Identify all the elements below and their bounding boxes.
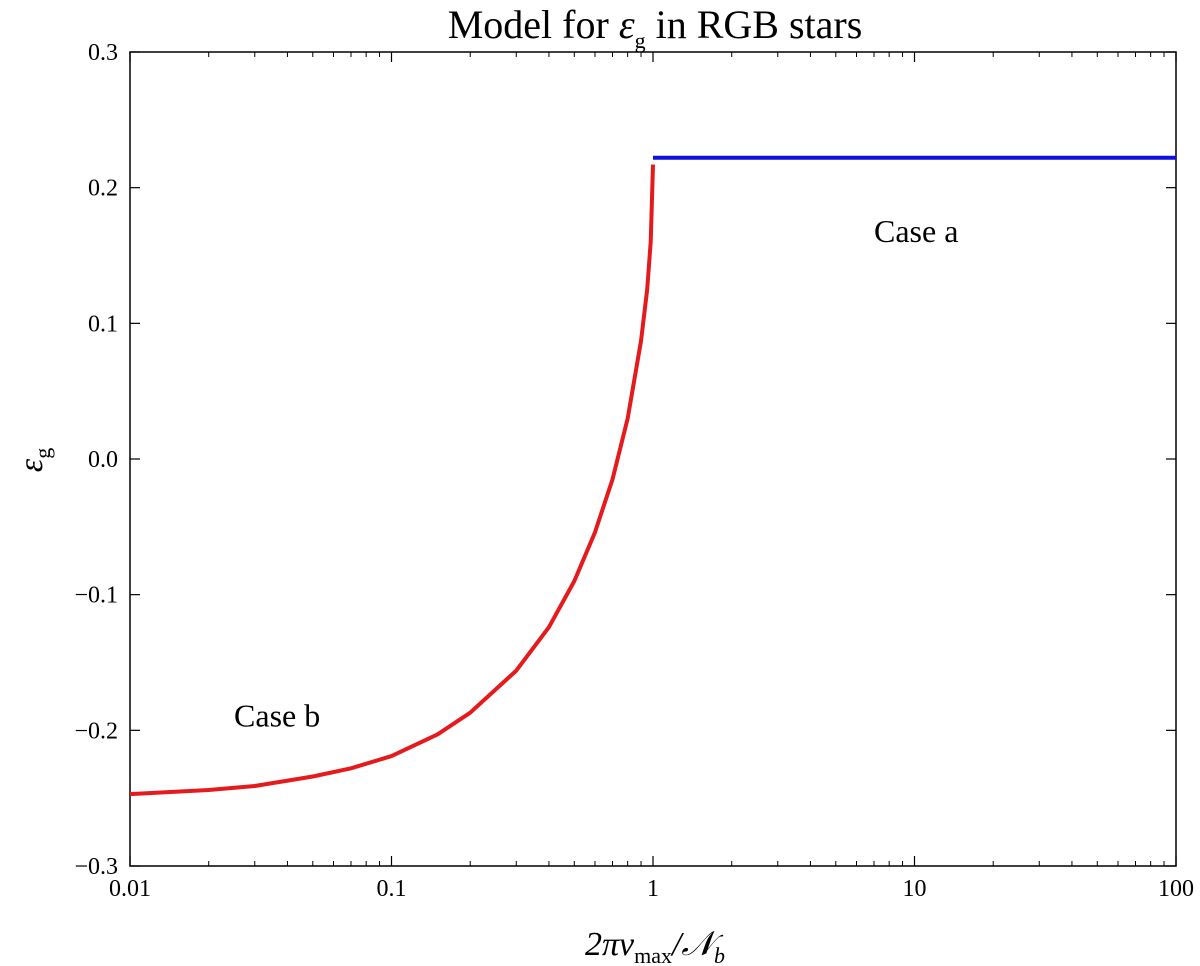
annotation-2: Case b [234,697,320,733]
annotation-1: Case a [874,213,958,249]
x-axis-label-prefix: 2πν [585,926,635,963]
plot-area: 0.01 0.1 1 10 100 0.3 0.2 0.1 0.0 −0.1 −0.2 −0.3 Cas… [74,40,1194,902]
chart-title-subscript: g [635,28,646,53]
y-tick-label: −0.2 [74,718,118,744]
y-axis-label-subscript: g [30,448,55,459]
x-tick-label: 100 [1158,876,1194,902]
x-tick-label: 10 [903,876,927,902]
y-axis-label: εg [13,448,55,472]
chart-title: Model for εg in RGB stars [448,2,863,53]
y-tick-label: 0.3 [88,40,118,66]
x-axis-label-suffix-subscript: b [714,943,725,966]
chart-title-prefix: Model for [448,2,619,47]
x-tick-label: 0.01 [109,876,151,902]
y-tick-label: −0.3 [74,854,118,880]
y-axis-label-symbol: ε [13,458,50,472]
y-tick-label: −0.1 [74,583,118,609]
chart-title-symbol: ε [619,2,635,47]
x-tick-label: 0.1 [377,876,407,902]
chart-title-suffix: in RGB stars [646,2,863,47]
x-tick-label: 1 [647,876,659,902]
y-tick-label: 0.2 [88,176,118,202]
x-axis-label-subscript: max [634,943,672,966]
y-tick-label: 0.1 [88,311,118,337]
y-tick-label: 0.0 [88,447,118,473]
x-axis-label: 2πνmax/𝒩b [585,926,725,966]
series-line-1 [129,164,655,797]
